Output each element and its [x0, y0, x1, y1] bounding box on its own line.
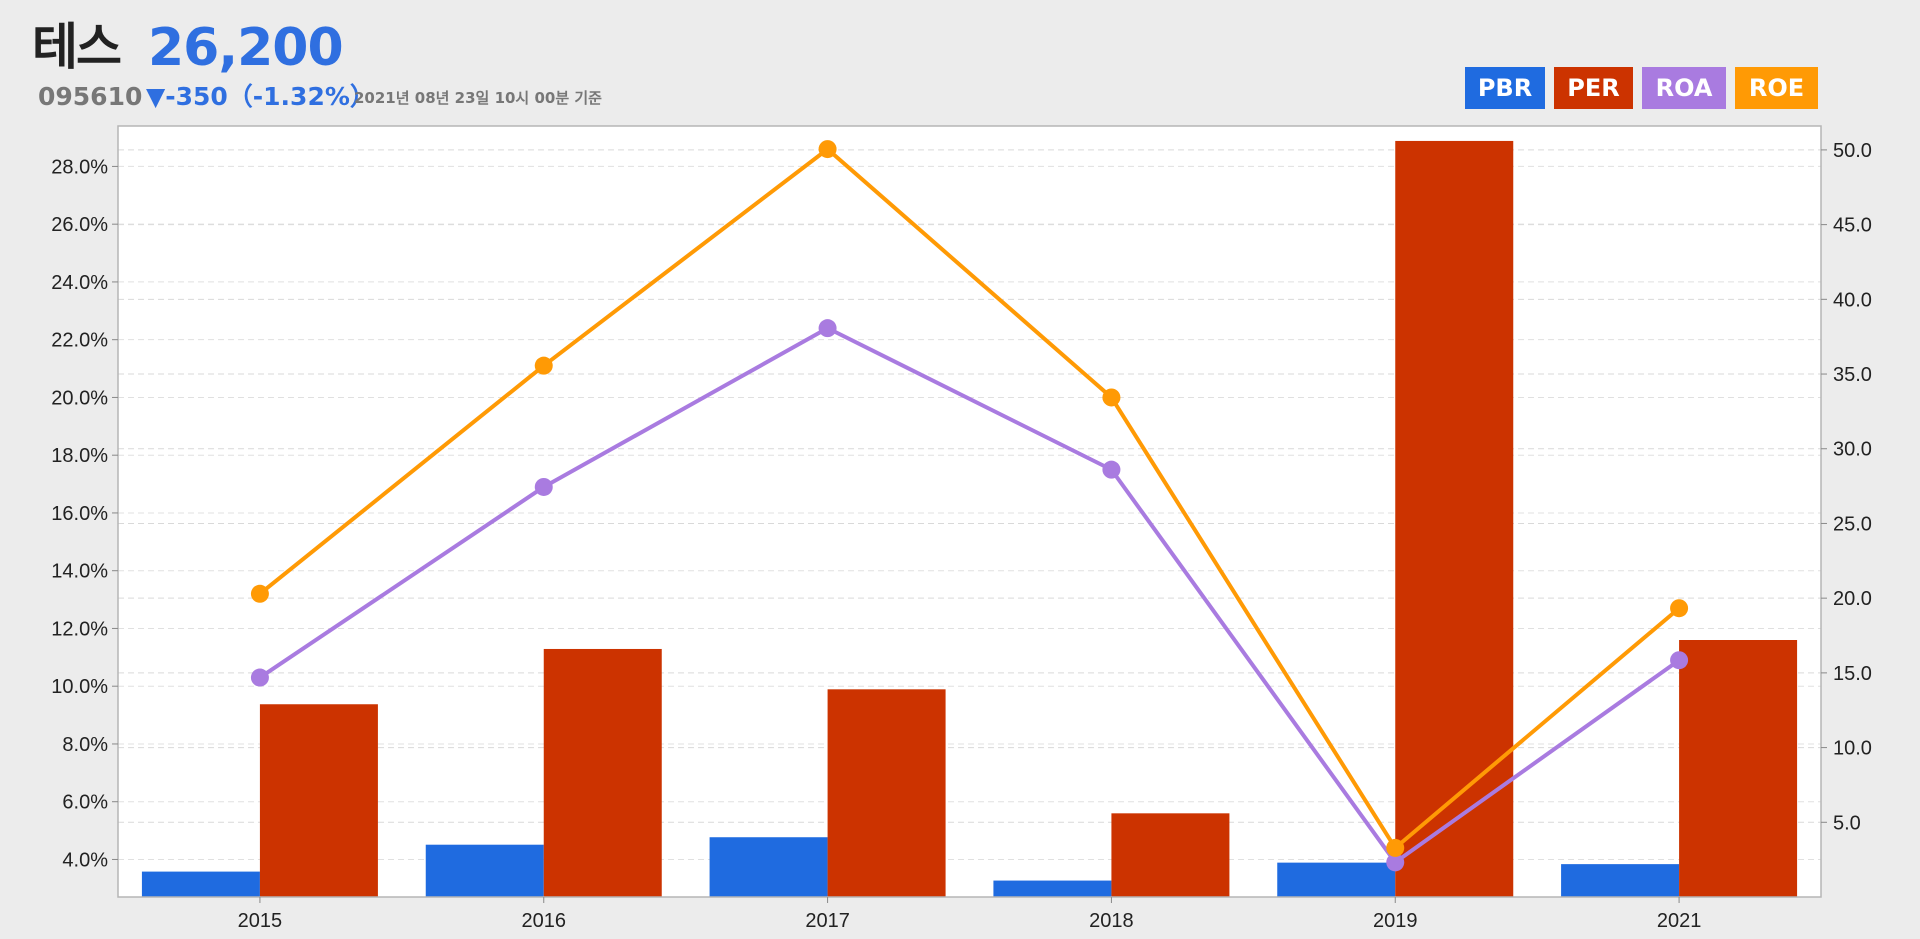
right-axis-label: 5.0 [1833, 812, 1861, 834]
left-axis-label: 24.0% [51, 272, 108, 294]
plot-area [118, 126, 1821, 897]
bar-per [259, 704, 378, 897]
left-axis-label: 10.0% [51, 676, 108, 698]
right-axis-label: 30.0 [1833, 439, 1872, 461]
stock-code: 095610 [38, 82, 143, 111]
point-roe [1102, 388, 1121, 407]
left-axis-label: 8.0% [62, 734, 108, 756]
x-axis-label: 2016 [522, 910, 567, 932]
bar-pbr [141, 871, 260, 897]
bar-pbr [993, 880, 1112, 897]
x-axis-label: 2019 [1373, 910, 1418, 932]
left-axis-label: 6.0% [62, 792, 108, 814]
x-axis-label: 2018 [1089, 910, 1134, 932]
point-roe [1670, 599, 1689, 618]
price-change: ▼-350（-1.32%） [146, 82, 375, 111]
left-axis-label: 14.0% [51, 561, 108, 583]
legend-pbr[interactable]: PBR [1465, 67, 1545, 109]
point-roe [1386, 838, 1405, 857]
right-axis-label: 20.0 [1833, 588, 1872, 610]
right-axis-label: 45.0 [1833, 215, 1872, 237]
left-axis-label: 4.0% [62, 849, 108, 871]
bar-per [827, 689, 946, 897]
legend-per[interactable]: PER [1554, 67, 1633, 109]
left-axis-label: 20.0% [51, 387, 108, 409]
bar-pbr [1277, 862, 1396, 897]
as-of-timestamp: 2021년 08년 23일 10시 00분 기준 [354, 89, 602, 107]
x-axis-label: 2015 [238, 910, 283, 932]
right-axis-label: 35.0 [1833, 364, 1872, 386]
right-axis-label: 40.0 [1833, 289, 1872, 311]
x-axis-label: 2021 [1657, 910, 1702, 932]
left-axis-label: 26.0% [51, 214, 108, 236]
bar-per [1395, 140, 1514, 897]
left-axis-label: 22.0% [51, 330, 108, 352]
bar-pbr [425, 844, 544, 897]
right-axis-label: 25.0 [1833, 513, 1872, 535]
point-roe [534, 356, 553, 375]
legend-roe[interactable]: ROE [1735, 67, 1818, 109]
point-roe [818, 140, 837, 159]
current-price: 26,200 [148, 18, 344, 78]
right-axis-label: 10.0 [1833, 738, 1872, 760]
left-axis-label: 12.0% [51, 618, 108, 640]
right-axis-label: 50.0 [1833, 140, 1872, 162]
line-roe [258, 147, 1681, 850]
x-axis-label: 2017 [805, 910, 850, 932]
bar-per [543, 648, 662, 897]
point-roa [818, 319, 837, 338]
point-roa [250, 668, 269, 687]
bar-per [1111, 813, 1230, 897]
bar-pbr [1561, 864, 1680, 897]
left-axis-label: 16.0% [51, 503, 108, 525]
chart-legend: PBR PER ROA ROE [1465, 67, 1818, 109]
line-roa [258, 326, 1681, 865]
point-roe [250, 584, 269, 603]
plot-frame [117, 125, 1822, 898]
stock-name: 테스 [32, 18, 122, 76]
left-axis-label: 28.0% [51, 156, 108, 178]
point-roa [1670, 651, 1689, 670]
right-axis-label: 15.0 [1833, 663, 1872, 685]
bar-pbr [709, 837, 828, 897]
point-roa [1386, 853, 1405, 872]
point-roa [1102, 460, 1121, 479]
left-axis-label: 18.0% [51, 445, 108, 467]
bar-per [1679, 640, 1798, 897]
legend-roa[interactable]: ROA [1642, 67, 1726, 109]
point-roa [534, 477, 553, 496]
